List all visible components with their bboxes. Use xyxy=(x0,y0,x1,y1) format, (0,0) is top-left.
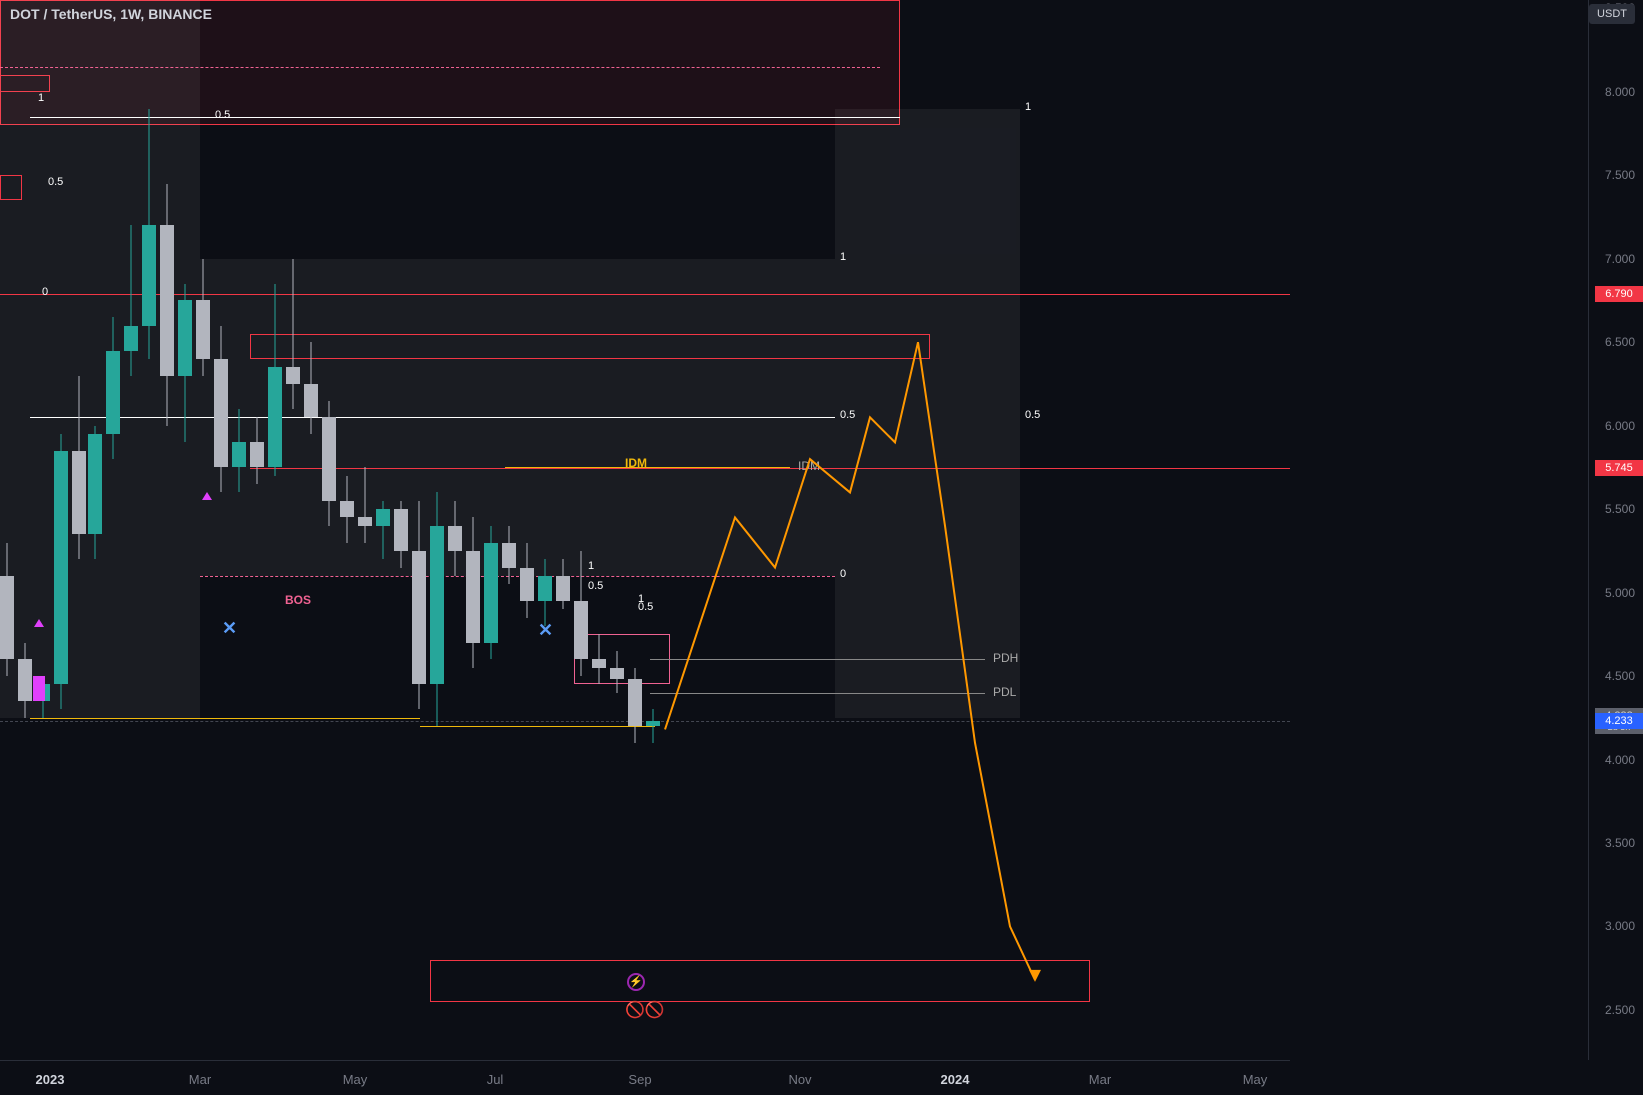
emoji-icons: 🚫🚫 xyxy=(625,1000,665,1020)
candle xyxy=(33,676,45,701)
line-label: PDL xyxy=(993,685,1016,699)
horizontal-line xyxy=(420,726,655,727)
fib-label: 1 xyxy=(1025,101,1031,113)
y-tick: 5.500 xyxy=(1605,502,1635,516)
x-tick: 2023 xyxy=(36,1072,65,1087)
horizontal-line xyxy=(0,721,1290,722)
line-label: PDH xyxy=(993,651,1018,665)
y-tick: 4.500 xyxy=(1605,669,1635,683)
horizontal-line xyxy=(30,417,835,418)
y-tick: 5.000 xyxy=(1605,586,1635,600)
x-tick: Jul xyxy=(487,1072,504,1087)
plot-area[interactable]: PDHPDLIDM10.50.5010.5010.510.510.5BOSIDM… xyxy=(0,0,1290,1060)
y-tick: 8.000 xyxy=(1605,85,1635,99)
fib-label: 1 xyxy=(840,251,846,263)
y-tick: 6.000 xyxy=(1605,419,1635,433)
fib-label: 0.5 xyxy=(215,109,230,121)
fib-label: 0.5 xyxy=(48,176,63,188)
horizontal-line xyxy=(30,718,420,719)
zone xyxy=(430,960,1090,1002)
horizontal-line xyxy=(650,693,985,694)
horizontal-line xyxy=(650,659,985,660)
line-label: IDM xyxy=(798,459,820,473)
x-tick: 2024 xyxy=(941,1072,970,1087)
x-tick: May xyxy=(343,1072,368,1087)
horizontal-line xyxy=(30,117,900,118)
fib-label: 0.5 xyxy=(1025,409,1040,421)
y-tick: 3.000 xyxy=(1605,919,1635,933)
annotation-bos: BOS xyxy=(285,593,311,607)
time-axis[interactable]: 2023 Mar May Jul Sep Nov 2024 Mar May xyxy=(0,1060,1290,1095)
price-label: 5.745 xyxy=(1595,460,1643,476)
y-tick: 3.500 xyxy=(1605,836,1635,850)
horizontal-line xyxy=(0,294,1290,295)
y-tick: 2.500 xyxy=(1605,1003,1635,1017)
horizontal-line xyxy=(0,67,880,68)
fib-label: 0 xyxy=(42,286,48,298)
price-label: 4.233 xyxy=(1595,713,1643,729)
zone xyxy=(250,334,930,359)
x-tick: Sep xyxy=(628,1072,651,1087)
symbol-header: DOT / TetherUS, 1W, BINANCE xyxy=(10,6,212,22)
price-label: 6.790 xyxy=(1595,286,1643,302)
triangle-marker-icon xyxy=(34,619,44,627)
fib-label: 0.5 xyxy=(638,601,653,613)
y-tick: 4.000 xyxy=(1605,753,1635,767)
y-tick: 7.000 xyxy=(1605,252,1635,266)
x-marker-icon: ✕ xyxy=(538,620,553,641)
fib-label: 0 xyxy=(840,568,846,580)
fib-label: 0.5 xyxy=(840,409,855,421)
currency-badge[interactable]: USDT xyxy=(1589,4,1635,24)
y-tick: 6.500 xyxy=(1605,335,1635,349)
triangle-marker-icon xyxy=(202,492,212,500)
price-axis[interactable]: 8.5008.0007.5007.0006.5006.0005.5005.000… xyxy=(1588,0,1643,1060)
horizontal-line xyxy=(505,467,790,468)
x-tick: May xyxy=(1243,1072,1268,1087)
x-marker-icon: ✕ xyxy=(222,618,237,639)
zone xyxy=(835,109,1020,718)
fib-label: 0.5 xyxy=(588,580,603,592)
zone xyxy=(0,175,22,200)
fib-label: 1 xyxy=(588,560,594,572)
fib-label: 1 xyxy=(38,92,44,104)
x-tick: Nov xyxy=(788,1072,811,1087)
annotation-idm: IDM xyxy=(625,456,647,470)
x-tick: Mar xyxy=(1089,1072,1111,1087)
horizontal-line xyxy=(200,576,835,577)
x-tick: Mar xyxy=(189,1072,211,1087)
y-tick: 7.500 xyxy=(1605,168,1635,182)
chart-container: DOT / TetherUS, 1W, BINANCE USDT PDH PDL I… xyxy=(0,0,1643,1095)
